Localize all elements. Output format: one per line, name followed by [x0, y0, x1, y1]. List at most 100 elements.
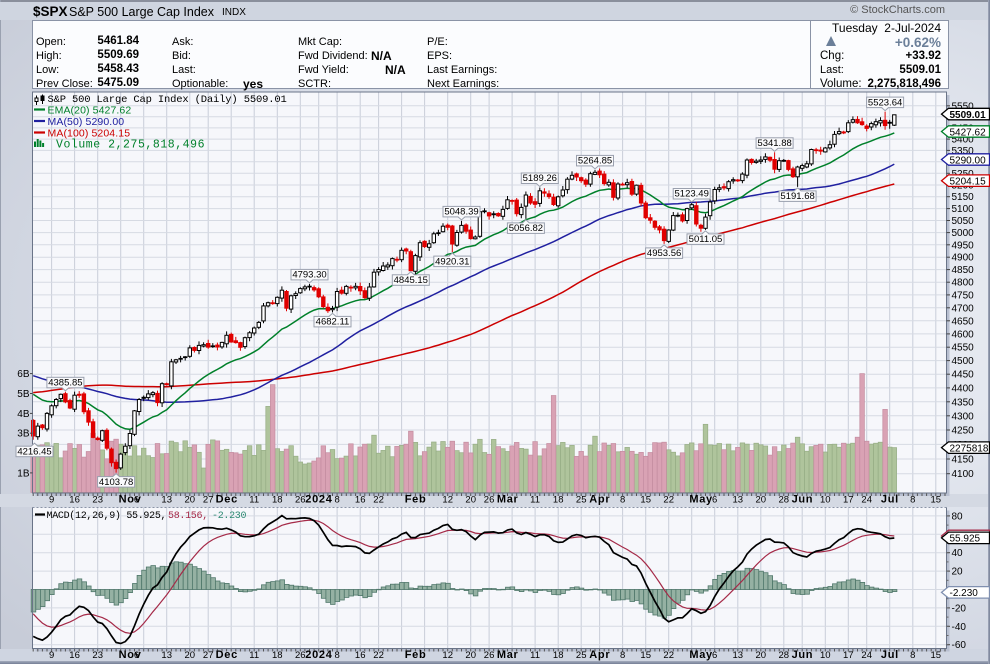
svg-text:15: 15	[931, 650, 942, 661]
svg-text:Nov: Nov	[119, 494, 142, 506]
svg-text:Jul: Jul	[881, 494, 899, 506]
svg-text:26: 26	[295, 495, 306, 506]
svg-text:15: 15	[640, 495, 651, 506]
svg-text:5100: 5100	[952, 204, 975, 215]
svg-text:28: 28	[779, 650, 790, 661]
svg-text:22: 22	[373, 650, 384, 661]
svg-text:10: 10	[820, 495, 831, 506]
svg-text:Dec: Dec	[216, 649, 238, 661]
svg-text:17: 17	[843, 495, 854, 506]
svg-text:8: 8	[620, 495, 625, 506]
svg-text:Dec: Dec	[216, 494, 238, 506]
svg-text:4682.11: 4682.11	[316, 317, 350, 328]
svg-text:16: 16	[69, 650, 80, 661]
svg-text:Apr: Apr	[589, 649, 610, 661]
svg-text:4350: 4350	[952, 397, 975, 408]
svg-text:4450: 4450	[952, 370, 975, 381]
svg-text:11: 11	[530, 495, 540, 506]
svg-text:4750: 4750	[952, 290, 975, 301]
svg-text:58.156,: 58.156,	[168, 511, 208, 522]
svg-text:28: 28	[779, 495, 790, 506]
svg-text:5523.64: 5523.64	[868, 97, 902, 108]
svg-text:5011.05: 5011.05	[689, 234, 723, 245]
svg-text:6: 6	[134, 495, 139, 506]
svg-text:-40: -40	[952, 622, 967, 633]
svg-text:5056.82: 5056.82	[509, 223, 543, 234]
svg-text:4800: 4800	[952, 278, 975, 289]
svg-text:5189.26: 5189.26	[523, 173, 557, 184]
svg-text:27: 27	[203, 650, 214, 661]
svg-text:5509.01: 5509.01	[950, 110, 987, 121]
svg-text:4950: 4950	[952, 240, 975, 251]
svg-text:5341.88: 5341.88	[757, 138, 791, 149]
svg-text:Apr: Apr	[589, 494, 610, 506]
svg-text:18: 18	[272, 495, 283, 506]
svg-text:8: 8	[334, 495, 339, 506]
svg-text:5B: 5B	[17, 389, 30, 400]
svg-text:2024: 2024	[305, 649, 332, 661]
svg-text:S&P 500 Large Cap Index (Daily: S&P 500 Large Cap Index (Daily) 5509.01	[48, 94, 287, 106]
svg-text:8: 8	[910, 495, 915, 506]
svg-text:6: 6	[712, 650, 717, 661]
svg-text:23: 23	[92, 650, 103, 661]
svg-text:5150: 5150	[952, 192, 975, 203]
svg-text:Feb: Feb	[405, 494, 427, 506]
svg-text:4700: 4700	[952, 303, 975, 314]
svg-text:5400: 5400	[952, 135, 975, 146]
svg-text:2275818: 2275818	[950, 443, 989, 454]
svg-text:4845.15: 4845.15	[394, 275, 428, 286]
svg-text:11: 11	[249, 495, 259, 506]
svg-text:Mar: Mar	[497, 649, 519, 661]
svg-text:Feb: Feb	[405, 649, 427, 661]
svg-text:22: 22	[663, 650, 674, 661]
svg-text:13: 13	[733, 650, 744, 661]
svg-text:26: 26	[295, 650, 306, 661]
svg-text:9: 9	[49, 495, 54, 506]
svg-text:5264.85: 5264.85	[578, 156, 612, 167]
svg-text:5427.62: 5427.62	[950, 127, 987, 138]
svg-text:5290.00: 5290.00	[950, 155, 987, 166]
svg-text:6: 6	[712, 495, 717, 506]
svg-text:-20: -20	[952, 603, 967, 614]
svg-text:20: 20	[185, 495, 196, 506]
svg-text:10: 10	[820, 650, 831, 661]
svg-text:9: 9	[49, 650, 54, 661]
svg-text:MA(50) 5290.00: MA(50) 5290.00	[48, 116, 125, 128]
svg-text:4920.31: 4920.31	[435, 256, 469, 267]
svg-text:20: 20	[185, 650, 196, 661]
svg-text:-2.230: -2.230	[950, 588, 979, 599]
svg-text:5350: 5350	[952, 146, 975, 157]
svg-text:26: 26	[484, 650, 495, 661]
svg-text:4150: 4150	[952, 455, 975, 466]
svg-text:5204.15: 5204.15	[950, 177, 987, 188]
svg-text:17: 17	[843, 650, 854, 661]
svg-text:12: 12	[442, 495, 453, 506]
svg-text:20: 20	[465, 495, 476, 506]
svg-text:15: 15	[640, 650, 651, 661]
svg-text:EMA(20) 5427.62: EMA(20) 5427.62	[48, 105, 132, 117]
svg-text:22: 22	[373, 495, 384, 506]
svg-text:Nov: Nov	[119, 649, 142, 661]
svg-text:4100: 4100	[952, 469, 975, 480]
svg-text:4216.45: 4216.45	[17, 446, 51, 457]
svg-text:5000: 5000	[952, 228, 975, 239]
svg-text:-2.230: -2.230	[212, 511, 247, 522]
svg-text:20: 20	[756, 495, 767, 506]
svg-text:18: 18	[553, 495, 564, 506]
svg-text:15: 15	[931, 495, 942, 506]
svg-text:8: 8	[620, 650, 625, 661]
svg-text:24: 24	[861, 495, 872, 506]
svg-text:Jun: Jun	[792, 649, 814, 661]
svg-text:23: 23	[92, 495, 103, 506]
svg-text:20: 20	[952, 567, 964, 578]
svg-text:4550: 4550	[952, 343, 975, 354]
svg-text:MA(100) 5204.15: MA(100) 5204.15	[48, 128, 131, 140]
svg-text:4B: 4B	[17, 409, 30, 420]
svg-text:5048.39: 5048.39	[444, 207, 478, 218]
svg-text:27: 27	[203, 495, 214, 506]
svg-text:18: 18	[553, 650, 564, 661]
svg-text:11: 11	[249, 650, 259, 661]
svg-text:4650: 4650	[952, 316, 975, 327]
svg-text:22: 22	[663, 495, 674, 506]
svg-text:16: 16	[69, 495, 80, 506]
